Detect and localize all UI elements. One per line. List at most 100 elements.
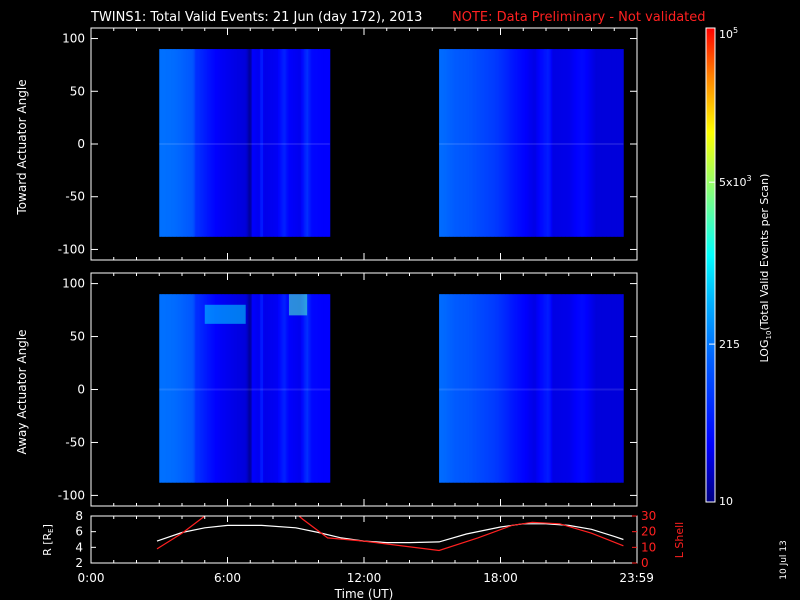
heatmap-cell (481, 49, 484, 237)
heatmap-cell (242, 294, 245, 483)
heatmap-cell (499, 294, 501, 483)
y-tick-label: 100 (62, 32, 85, 46)
y2-tick-label: 10 (641, 540, 656, 554)
heatmap-cell (312, 49, 314, 237)
heatmap-cell (593, 294, 596, 483)
heatmap-cell (284, 294, 287, 483)
heatmap-cell (522, 49, 525, 237)
heatmap-cell (318, 49, 321, 237)
heatmap-cell (451, 294, 454, 483)
heatmap-cell (260, 49, 263, 237)
heatmap-cell (178, 49, 181, 237)
heatmap-cell (510, 49, 512, 237)
heatmap-cell (182, 49, 185, 237)
heatmap-cell (211, 294, 213, 483)
heatmap-cell (299, 49, 302, 237)
heatmap-cell (523, 294, 526, 483)
heatmap-cell (463, 294, 466, 483)
heatmap-cell (470, 49, 473, 237)
heatmap-cell (587, 49, 590, 237)
heatmap-cell (216, 49, 219, 237)
heatmap-cell (549, 49, 552, 237)
heatmap-cell (441, 294, 444, 483)
heatmap-cell (208, 294, 211, 483)
heatmap-cell (249, 294, 252, 483)
heatmap-cell (247, 294, 250, 483)
heatmap-cell (459, 49, 462, 237)
heatmap-cell (317, 294, 320, 483)
heatmap-cell (294, 294, 297, 483)
heatmap-cell (576, 294, 579, 483)
heatmap-zero-stripe (439, 388, 624, 391)
heatmap-cell (462, 49, 465, 237)
heatmap-cell (223, 294, 226, 483)
y2-tick-label: 20 (641, 525, 656, 539)
heatmap-cell (512, 294, 515, 483)
heatmap-cell (280, 49, 283, 237)
heatmap-cell (189, 49, 192, 237)
colorbar-tick-label: 10 (719, 495, 733, 508)
heatmap-cell (475, 294, 478, 483)
heatmap-cell (223, 49, 226, 237)
heatmap-cell (621, 49, 624, 237)
heatmap-cell (555, 49, 557, 237)
heatmap-cell (288, 294, 291, 483)
heatmap-cell (309, 294, 312, 483)
heatmap-cell (450, 294, 452, 483)
heatmap-cell (216, 294, 219, 483)
heatmap-cell (185, 49, 187, 237)
heatmap-cell (548, 49, 551, 237)
heatmap-cell (579, 294, 582, 483)
heatmap-cell (604, 294, 606, 483)
heatmap-cell (594, 49, 597, 237)
heatmap-cell (549, 294, 552, 483)
heatmap-cell (212, 294, 215, 483)
heatmap-cell (456, 49, 459, 237)
heatmap-cell (563, 49, 566, 237)
heatmap-cell (482, 294, 485, 483)
heatmap-cell (546, 49, 549, 237)
y-tick-label: 4 (75, 540, 83, 554)
heatmap-cell (619, 49, 622, 237)
heatmap-cell (612, 294, 615, 483)
colorbar-tick-label: 215 (719, 338, 740, 351)
heatmap-cell (186, 49, 189, 237)
heatmap-cell (602, 294, 605, 483)
heatmap-cell (183, 49, 186, 237)
heatmap-cell (282, 49, 284, 237)
heatmap-cell (247, 49, 250, 237)
heatmap-cell (541, 49, 544, 237)
heatmap-cell (458, 49, 460, 237)
y2-tick-label: 30 (641, 509, 656, 523)
heatmap-cell (160, 294, 163, 483)
heatmap-cell (540, 294, 542, 483)
heatmap-cell (485, 49, 488, 237)
heatmap-cell (212, 49, 215, 237)
heatmap-cell (275, 49, 278, 237)
heatmap-cell (608, 49, 611, 237)
heatmap-cell (231, 294, 234, 483)
heatmap-cell (523, 49, 526, 237)
heatmap-cell (262, 49, 265, 237)
heatmap-cell (501, 294, 504, 483)
heatmap-cell (241, 49, 243, 237)
heatmap-cell (590, 49, 593, 237)
heatmap-cell (575, 294, 578, 483)
heatmap-cell (170, 294, 172, 483)
heatmap-cell (181, 294, 183, 483)
heatmap-cell (542, 294, 545, 483)
heatmap-cell (489, 294, 492, 483)
heatmap-cell (220, 49, 223, 237)
heatmap-cell (594, 294, 597, 483)
heatmap-cell (480, 49, 482, 237)
heatmap-cell (561, 294, 564, 483)
heatmap-cell (242, 49, 245, 237)
heatmap-cell (211, 49, 213, 237)
heatmap-cell (620, 49, 623, 237)
chart-title: TWINS1: Total Valid Events: 21 Jun (day … (90, 10, 422, 25)
heatmap-cell (198, 49, 201, 237)
heatmap-cell (604, 49, 606, 237)
heatmap-cell (564, 294, 567, 483)
heatmap-cell (254, 294, 257, 483)
heatmap-cell (166, 49, 168, 237)
